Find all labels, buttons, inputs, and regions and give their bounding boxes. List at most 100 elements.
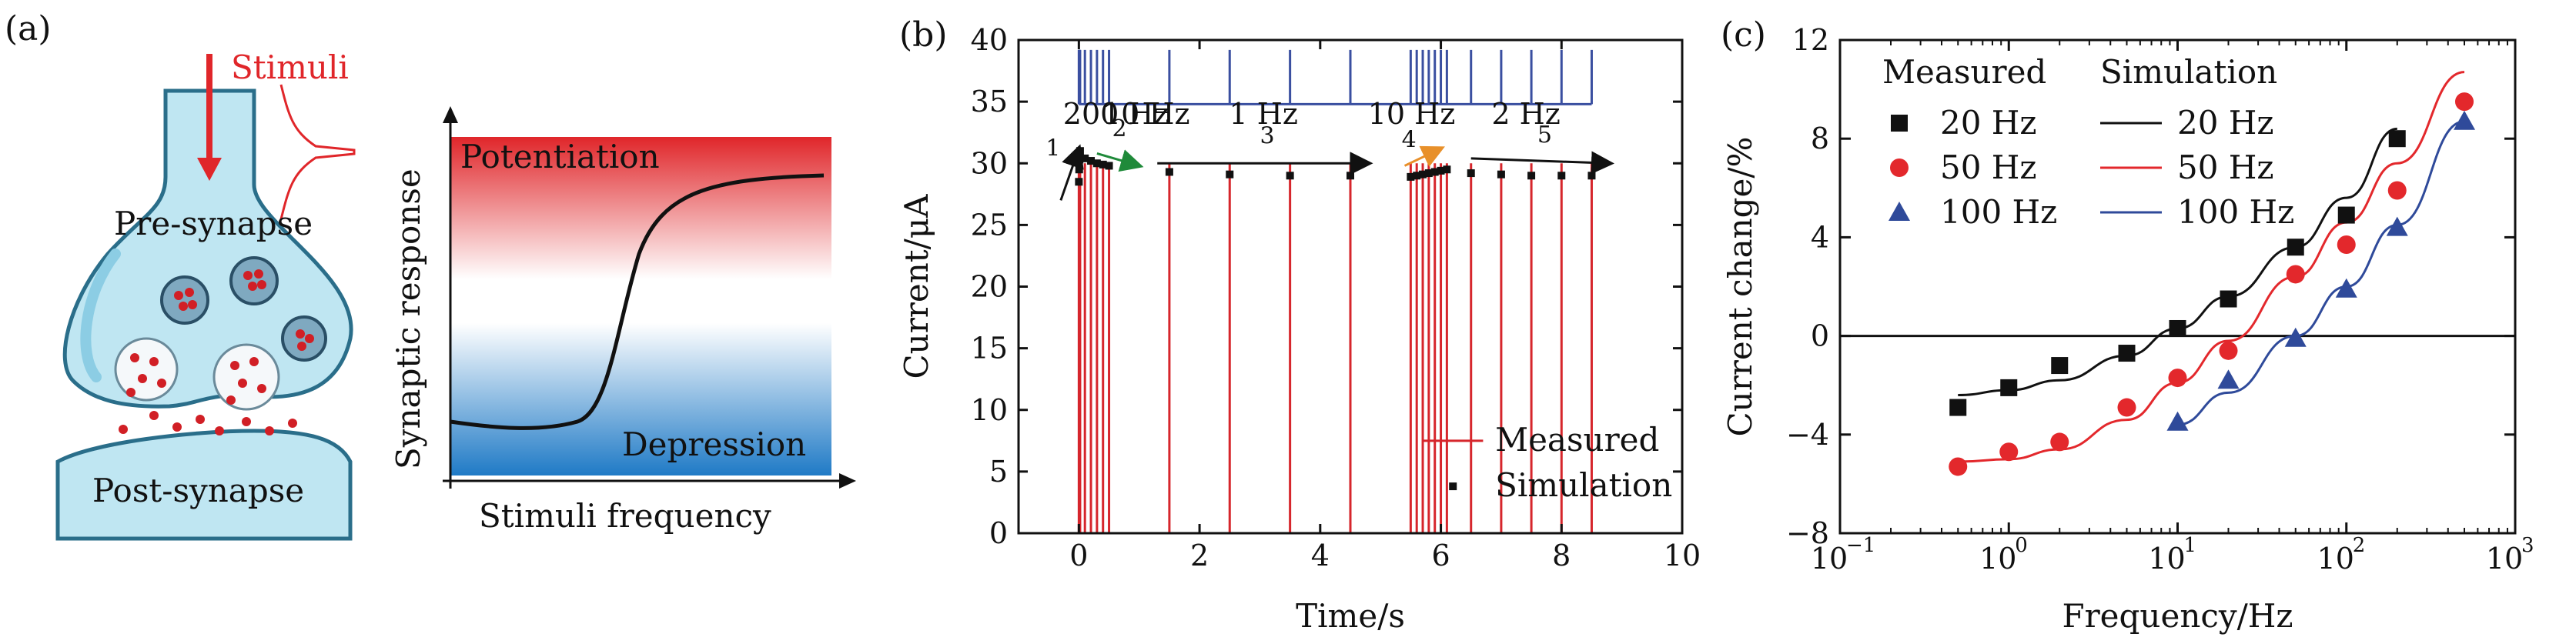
b-ytick-label-3: 15 — [971, 332, 1008, 365]
panel-c: (c) 10−1 100 101 102 103−8−404812Frequency/H… — [1721, 15, 2534, 635]
fit-line-2 — [2177, 120, 2465, 426]
legend-measured-freq-1: 50 Hz — [1940, 148, 2037, 186]
point-20hz-6 — [2287, 239, 2304, 256]
legend-simulation-label: Simulation — [1495, 466, 1672, 504]
point-20hz-2 — [2051, 357, 2069, 375]
point-20hz-8 — [2388, 130, 2406, 148]
step-label-1: 1 — [1045, 135, 1060, 162]
c-xtick-exp-0: −1 — [1846, 534, 1875, 557]
legend-sim-freq-1: 50 Hz — [2177, 148, 2274, 186]
b-xtick-label-0: 0 — [1069, 539, 1088, 572]
c-ytick-label-5: 12 — [1792, 23, 1829, 57]
simulation-point-17 — [1424, 169, 1433, 178]
point-50hz-9 — [2454, 92, 2474, 112]
potentiation-label: Potentiation — [460, 138, 660, 175]
point-100hz-1 — [2217, 369, 2240, 389]
schematic-xlabel: Stimuli frequency — [479, 497, 771, 535]
c-ylabel: Current change/% — [1721, 137, 1759, 437]
simulation-point-21 — [1467, 169, 1475, 178]
legend-measured-label: Measured — [1495, 421, 1659, 459]
simulation-point-23 — [1527, 172, 1536, 180]
point-50hz-1 — [1999, 442, 2019, 462]
legend-marker-50hz — [1890, 158, 1909, 177]
b-ytick-label-8: 40 — [971, 23, 1008, 57]
c-xtick-label-2: 10 — [2148, 542, 2185, 576]
point-50hz-8 — [2387, 181, 2407, 200]
c-ytick-label-1: −4 — [1786, 418, 1829, 452]
c-xtick-exp-3: 2 — [2353, 534, 2366, 557]
c-xtick-label-3: 10 — [2317, 542, 2354, 576]
b-xtick-label-1: 2 — [1190, 539, 1209, 572]
panel-c-label: (c) — [1721, 15, 1766, 55]
step-label-2: 2 — [1112, 115, 1126, 142]
step-label-5: 5 — [1537, 122, 1552, 148]
freq-label-0: 200 Hz — [1063, 97, 1169, 131]
b-ytick-label-1: 5 — [989, 455, 1008, 489]
panel-b-label: (b) — [899, 15, 948, 55]
c-xtick-exp-4: 3 — [2521, 534, 2534, 557]
simulation-point-6 — [1087, 157, 1096, 165]
point-20hz-7 — [2337, 206, 2355, 224]
simulation-point-22 — [1497, 170, 1505, 179]
c-ytick-label-2: 0 — [1811, 319, 1829, 353]
panel-a-label: (a) — [5, 9, 52, 48]
simulation-point-19 — [1437, 166, 1445, 175]
c-xtick-exp-1: 0 — [2015, 534, 2028, 557]
b-xtick-label-2: 4 — [1311, 539, 1330, 572]
simulation-point-16 — [1419, 170, 1427, 179]
post-synapse-shape — [55, 429, 353, 541]
step-arrow-5 — [1470, 151, 1614, 175]
b-xtick-label-3: 6 — [1431, 539, 1450, 572]
b-xtick-label-5: 10 — [1664, 539, 1701, 572]
simulation-point-20 — [1443, 165, 1451, 174]
point-20hz-0 — [1949, 399, 1967, 416]
legend-measured-freq-2: 100 Hz — [1940, 193, 2057, 231]
point-100hz-0 — [2166, 411, 2189, 431]
point-50hz-7 — [2337, 235, 2356, 255]
step-arrow-2 — [1096, 149, 1144, 172]
simulation-point-5 — [1081, 154, 1089, 162]
frequency-response-schematic: Potentiation Depression Synaptic respons… — [390, 106, 856, 535]
simulation-point-15 — [1413, 172, 1421, 180]
point-20hz-1 — [2000, 379, 2018, 396]
pre-synapse-label: Pre-synapse — [114, 205, 313, 242]
freq-label-3: 10 Hz — [1368, 97, 1456, 131]
legend-measured-freq-0: 20 Hz — [1940, 104, 2037, 142]
legend-sim-freq-2: 100 Hz — [2177, 193, 2294, 231]
stimuli-label: Stimuli — [231, 48, 349, 86]
legend-sim-freq-0: 20 Hz — [2177, 104, 2274, 142]
c-xtick-label-4: 10 — [2486, 542, 2523, 576]
point-100hz-2 — [2284, 327, 2307, 347]
simulation-point-8 — [1099, 160, 1107, 169]
b-ytick-label-2: 10 — [971, 393, 1008, 427]
simulation-point-12 — [1286, 172, 1294, 180]
b-ytick-label-6: 30 — [971, 146, 1008, 180]
freq-label-1: 10 Hz — [1102, 97, 1190, 131]
b-ytick-label-7: 35 — [971, 85, 1008, 118]
b-ytick-label-0: 0 — [989, 516, 1008, 550]
b-ytick-label-4: 20 — [971, 270, 1008, 304]
simulation-point-7 — [1092, 159, 1101, 168]
legend-simulation-header: Simulation — [2100, 53, 2277, 91]
point-100hz-4 — [2386, 216, 2408, 236]
gradient-background — [450, 137, 831, 475]
fit-line-0 — [1958, 127, 2397, 397]
point-100hz-5 — [2453, 110, 2475, 130]
depression-label: Depression — [622, 425, 806, 463]
c-xlabel: Frequency/Hz — [2062, 597, 2293, 635]
step-arrow-1 — [1059, 144, 1084, 201]
legend-marker-100hz — [1889, 202, 1910, 221]
freq-label-4: 2 Hz — [1491, 97, 1560, 131]
simulation-point-25 — [1587, 172, 1596, 180]
point-50hz-0 — [1949, 457, 1968, 476]
simulation-point-0 — [1075, 178, 1083, 186]
step-label-3: 3 — [1260, 123, 1274, 150]
legend-marker-20hz — [1891, 115, 1908, 132]
sigmoid-curve — [450, 173, 825, 430]
stimuli-pulse — [279, 84, 356, 220]
point-50hz-4 — [2168, 369, 2187, 388]
panel-c-plot: 10−1 100 101 102 103−8−404812Frequency/HzCur… — [1721, 23, 2534, 635]
simulation-point-9 — [1105, 162, 1113, 170]
point-50hz-3 — [2117, 398, 2136, 417]
